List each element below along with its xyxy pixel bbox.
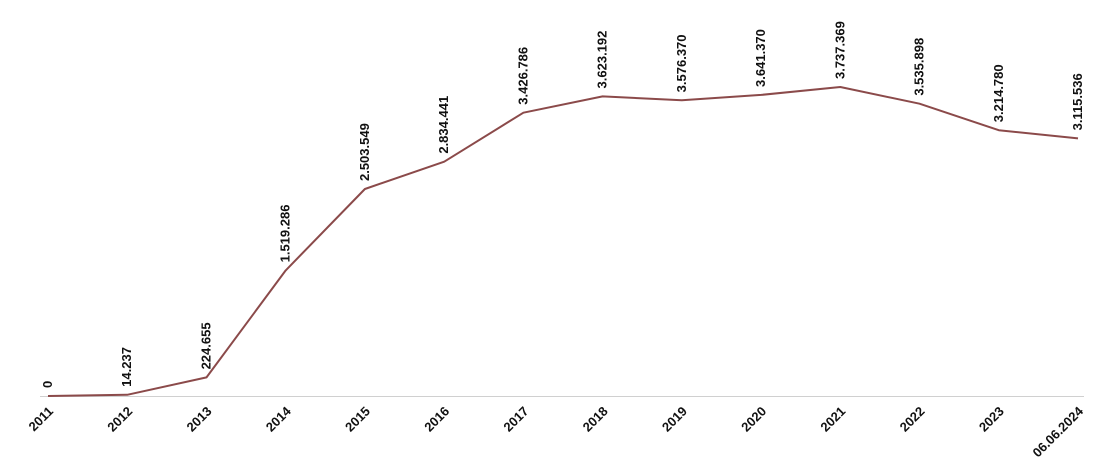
x-tick-label: 2016 (421, 404, 452, 435)
data-label: 2.503.549 (357, 123, 372, 181)
data-label: 3.535.898 (912, 38, 927, 96)
x-tick-label: 2014 (263, 403, 295, 435)
x-tick-label: 2012 (104, 404, 135, 435)
data-label: 3.623.192 (595, 31, 610, 89)
x-tick-label: 2019 (659, 404, 690, 435)
data-label: 0 (40, 381, 55, 388)
x-tick-label: 2023 (976, 404, 1007, 435)
data-label: 1.519.286 (278, 205, 293, 263)
x-tick-label: 2015 (342, 404, 373, 435)
x-tick-label: 06.06.2024 (1029, 403, 1086, 460)
data-label: 3.737.369 (832, 21, 847, 79)
x-tick-label: 2022 (897, 404, 928, 435)
data-label: 3.576.370 (674, 34, 689, 92)
data-label: 2.834.441 (436, 96, 451, 154)
x-tick-label: 2017 (500, 404, 531, 435)
data-label: 3.426.786 (515, 47, 530, 105)
data-label: 3.641.370 (753, 29, 768, 87)
data-label: 224.655 (198, 322, 213, 369)
x-tick-labels: 2011 2012 2013 2014 2015 2016 2017 2018 2019 2020… (26, 403, 1087, 460)
data-label: 3.115.536 (1070, 73, 1085, 130)
data-label: 3.214.780 (991, 64, 1006, 122)
x-tick-label: 2021 (817, 404, 848, 435)
series-line (47, 86, 1079, 397)
data-labels: 0 14.237 224.655 1.519.286 2.503.549 2.834.44… (40, 21, 1085, 388)
data-label: 14.237 (119, 347, 134, 387)
x-tick-label: 2020 (738, 404, 769, 435)
x-tick-label: 2011 (26, 404, 57, 435)
x-tick-label: 2013 (184, 404, 215, 435)
x-tick-label: 2018 (580, 404, 611, 435)
